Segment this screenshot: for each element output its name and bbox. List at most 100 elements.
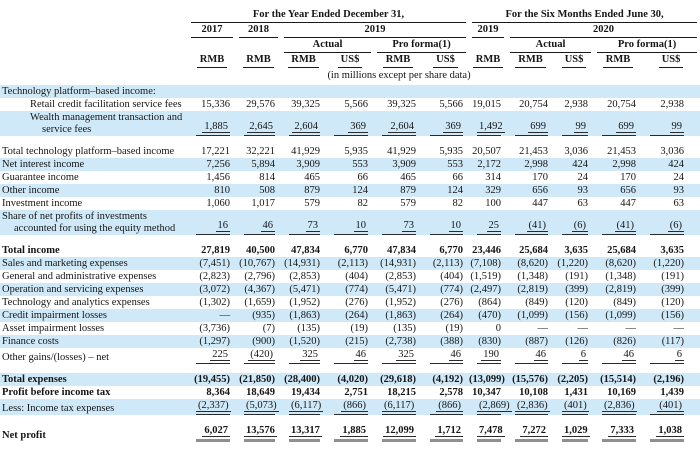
col-header-actual-2020: Actual (507, 38, 594, 53)
cell-value: (404) (440, 271, 464, 282)
cell-value: 20,754 (519, 99, 549, 110)
cell-value: 47,834 (291, 245, 320, 256)
underlined-value: 46 (533, 349, 549, 361)
cell-value: 66 (357, 172, 369, 183)
row-label-line: Total income (2, 245, 60, 256)
cell-value: 93 (577, 185, 589, 196)
cell-value: 553 (447, 159, 464, 170)
cell-value: 100 (485, 198, 502, 209)
underlined-value: 99 (669, 121, 685, 133)
underlined-value: 1,029 (562, 425, 590, 437)
row-label-line: Share of net profits of investments (2, 211, 147, 222)
underlined-value: 1,712 (435, 425, 464, 437)
row-label: Profit before income tax (0, 386, 188, 399)
cell-value: (191) (661, 271, 685, 282)
table-row: General and administrative expenses (2,82… (0, 270, 700, 283)
cell-value: (14,931) (380, 258, 416, 269)
cell-value (326, 85, 374, 98)
cell-value: 19,434 (291, 387, 320, 398)
underlined-value: 46 (621, 349, 637, 361)
underlined-value: 2,604 (388, 121, 416, 133)
underlined-value: (6,117) (289, 400, 324, 412)
total-rule: 1,885 (196, 121, 230, 136)
cell-value: 82 (452, 198, 464, 209)
cell-value: 424 (572, 159, 589, 170)
cell-value: 447 (620, 198, 637, 209)
underlined-value: 1,492 (477, 121, 505, 133)
underlined-value: 7,333 (608, 425, 637, 437)
cell-value: 699 (594, 111, 642, 136)
total-rule: 369 (430, 121, 464, 136)
total-rule: 2,604 (382, 121, 416, 136)
col-header-fy-2019: 2019 (281, 23, 469, 38)
cell-value: 2,998 (524, 159, 549, 170)
currency-label: RMB (196, 53, 228, 68)
cell-value: (2,796) (244, 271, 275, 282)
cell-value: 879 (304, 185, 320, 196)
col-header-rmb: RMB (374, 53, 422, 68)
cell-value: (1,348) (517, 271, 549, 282)
underlined-value: (420) (248, 349, 275, 361)
total-rule: (866) (334, 400, 368, 415)
cell-value: 6 (554, 348, 594, 364)
table-row: Wealth management transaction and service… (0, 111, 700, 136)
cell-value: — (673, 323, 685, 334)
cell-value: (826) (613, 336, 637, 347)
cell-value: 579 (304, 198, 320, 209)
cell-value: 13,317 (281, 424, 326, 442)
cell-value: 656 (532, 185, 549, 196)
cell-value: (900) (252, 336, 275, 347)
cell-value: 82 (357, 198, 369, 209)
cell-value: 2,604 (281, 111, 326, 136)
total-rule: (6,117) (289, 400, 324, 415)
cell-value: 13,576 (236, 424, 281, 442)
row-label-line: Profit before income tax (2, 387, 111, 398)
header-group-row: For the Year Ended December 31, For the … (0, 8, 700, 23)
currency-label: US$ (337, 53, 363, 68)
cell-value: 25,684 (519, 245, 549, 256)
header-spacer (188, 38, 236, 53)
cell-value: 6,770 (439, 245, 464, 256)
col-header-rmb: RMB (507, 53, 554, 68)
row-label: Technology and analytics expenses (0, 296, 188, 309)
row-label-line: Operation and servicing expenses (2, 284, 144, 295)
total-rule: 6 (562, 349, 589, 364)
cell-value: (14,931) (284, 258, 320, 269)
col-header-sm-2020: 2020 (507, 23, 700, 38)
cell-value: 553 (352, 159, 368, 170)
header-spacer (236, 38, 281, 53)
cell-value: (399) (661, 284, 685, 295)
total-rule: 46 (334, 349, 368, 364)
underlined-value: (2,869) (477, 400, 512, 412)
total-rule: (420) (244, 349, 275, 364)
cell-value: 1,017 (251, 198, 275, 209)
cell-value: 41,929 (387, 146, 416, 157)
table-row: Guarantee income 1,456 814 465 66 465 66 314 170… (0, 171, 700, 184)
cell-value (236, 85, 281, 98)
underlined-value: (401) (562, 400, 589, 412)
cell-value: (1,220) (653, 258, 685, 269)
total-rule: (2,836) (602, 400, 637, 415)
col-header-rmb: RMB (236, 53, 281, 68)
cell-value: 46 (422, 348, 469, 364)
row-label: Retail credit facilitation service fees (0, 98, 188, 111)
actual-label: Actual (284, 38, 371, 53)
spacer-cell (0, 235, 700, 244)
cell-value: (5,073) (236, 399, 281, 415)
cell-value: 17,221 (201, 146, 230, 157)
cell-value: 447 (532, 198, 549, 209)
cell-value: 2,172 (477, 159, 502, 170)
total-rule: 325 (382, 349, 416, 364)
cell-value: 190 (469, 348, 507, 364)
cell-value: 2,604 (374, 111, 422, 136)
underlined-value: 16 (215, 220, 230, 232)
cell-value (469, 85, 507, 98)
underlined-value: 6 (578, 349, 589, 361)
cell-value: 2,938 (564, 99, 589, 110)
cell-value: 16 (188, 210, 236, 235)
cell-value: (2,337) (188, 399, 236, 415)
total-rule: (2,337) (196, 400, 231, 415)
row-label: Technology platform–based income: (0, 85, 188, 98)
cell-value: 1,431 (564, 387, 589, 398)
cell-value: (10,767) (239, 258, 275, 269)
